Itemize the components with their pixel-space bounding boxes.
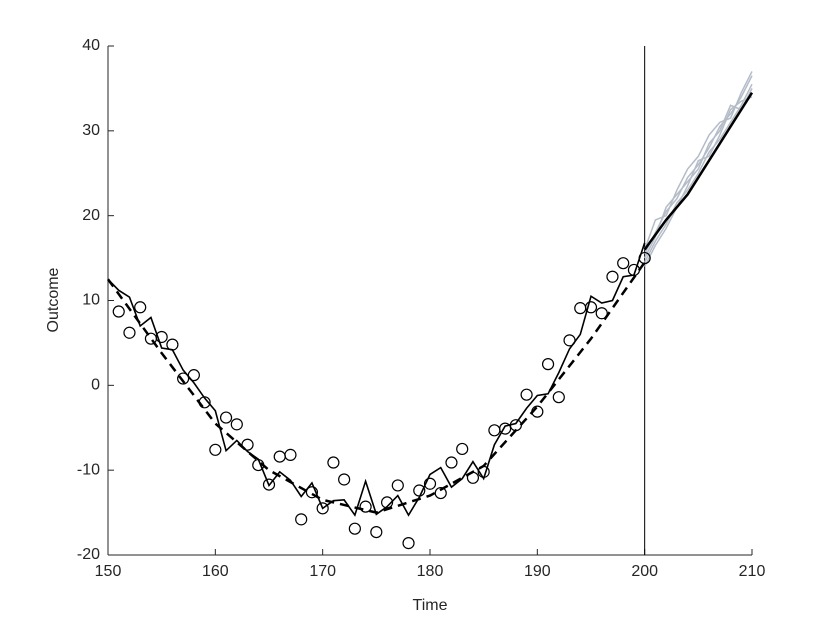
x-tick-label: 160 <box>202 563 229 580</box>
observation <box>499 422 512 435</box>
observation <box>466 471 480 484</box>
y-tick-label: 20 <box>82 207 100 224</box>
observation <box>617 257 630 270</box>
observation <box>477 465 490 478</box>
observation <box>209 443 222 456</box>
observation <box>155 330 168 344</box>
observation <box>563 334 576 347</box>
observation <box>584 301 598 314</box>
y-tick-label: 40 <box>82 37 100 54</box>
observation <box>187 369 200 382</box>
observation <box>574 302 587 315</box>
observation <box>531 405 544 418</box>
observation <box>380 496 394 509</box>
x-tick-label: 150 <box>95 563 122 580</box>
observation <box>413 484 426 497</box>
x-tick-label: 190 <box>524 563 551 580</box>
observation <box>370 525 383 539</box>
observation <box>348 522 361 535</box>
observation <box>606 270 619 283</box>
observation <box>488 424 501 437</box>
observation <box>338 473 351 486</box>
observation <box>638 251 651 265</box>
observation <box>359 500 372 513</box>
observation <box>230 418 243 431</box>
y-axis-label: Outcome <box>45 267 62 332</box>
y-tick-label: 0 <box>91 377 100 394</box>
fitted-line <box>107 242 646 517</box>
y-tick-label: 10 <box>82 292 100 309</box>
observation <box>241 438 254 451</box>
observation <box>134 301 147 314</box>
observation <box>305 486 319 499</box>
observation <box>402 537 415 550</box>
observation <box>445 456 458 469</box>
observation <box>112 305 125 318</box>
observation <box>273 450 286 463</box>
observation <box>509 419 522 432</box>
y-tick-label: -10 <box>77 461 100 478</box>
observation <box>295 513 308 526</box>
simulation-path <box>643 83 753 263</box>
observation <box>456 442 469 456</box>
observation <box>434 486 447 500</box>
observation <box>198 396 211 409</box>
observation <box>284 448 297 461</box>
observation <box>327 456 340 469</box>
x-axis-label: Time <box>413 597 448 614</box>
y-tick-label: -20 <box>77 546 100 563</box>
simulation-path <box>643 96 753 267</box>
observation <box>177 372 190 385</box>
observation <box>520 388 533 401</box>
observation <box>144 332 158 345</box>
simulation-path <box>643 88 753 259</box>
observation <box>595 307 608 320</box>
x-tick-label: 180 <box>417 563 444 580</box>
observation <box>166 338 179 351</box>
observation <box>123 326 136 339</box>
x-tick-label: 210 <box>739 563 766 580</box>
x-tick-label: 170 <box>309 563 336 580</box>
observation <box>262 478 276 491</box>
observation <box>252 458 265 472</box>
observation <box>541 358 555 371</box>
x-tick-label: 200 <box>631 563 658 580</box>
trend-line <box>106 261 646 514</box>
forecast-line <box>643 91 754 251</box>
observation <box>391 479 404 492</box>
observation <box>423 477 437 490</box>
observation <box>316 502 329 515</box>
observation <box>627 263 641 277</box>
observation <box>219 411 233 424</box>
y-tick-label: 30 <box>82 122 100 139</box>
observation <box>552 391 565 404</box>
